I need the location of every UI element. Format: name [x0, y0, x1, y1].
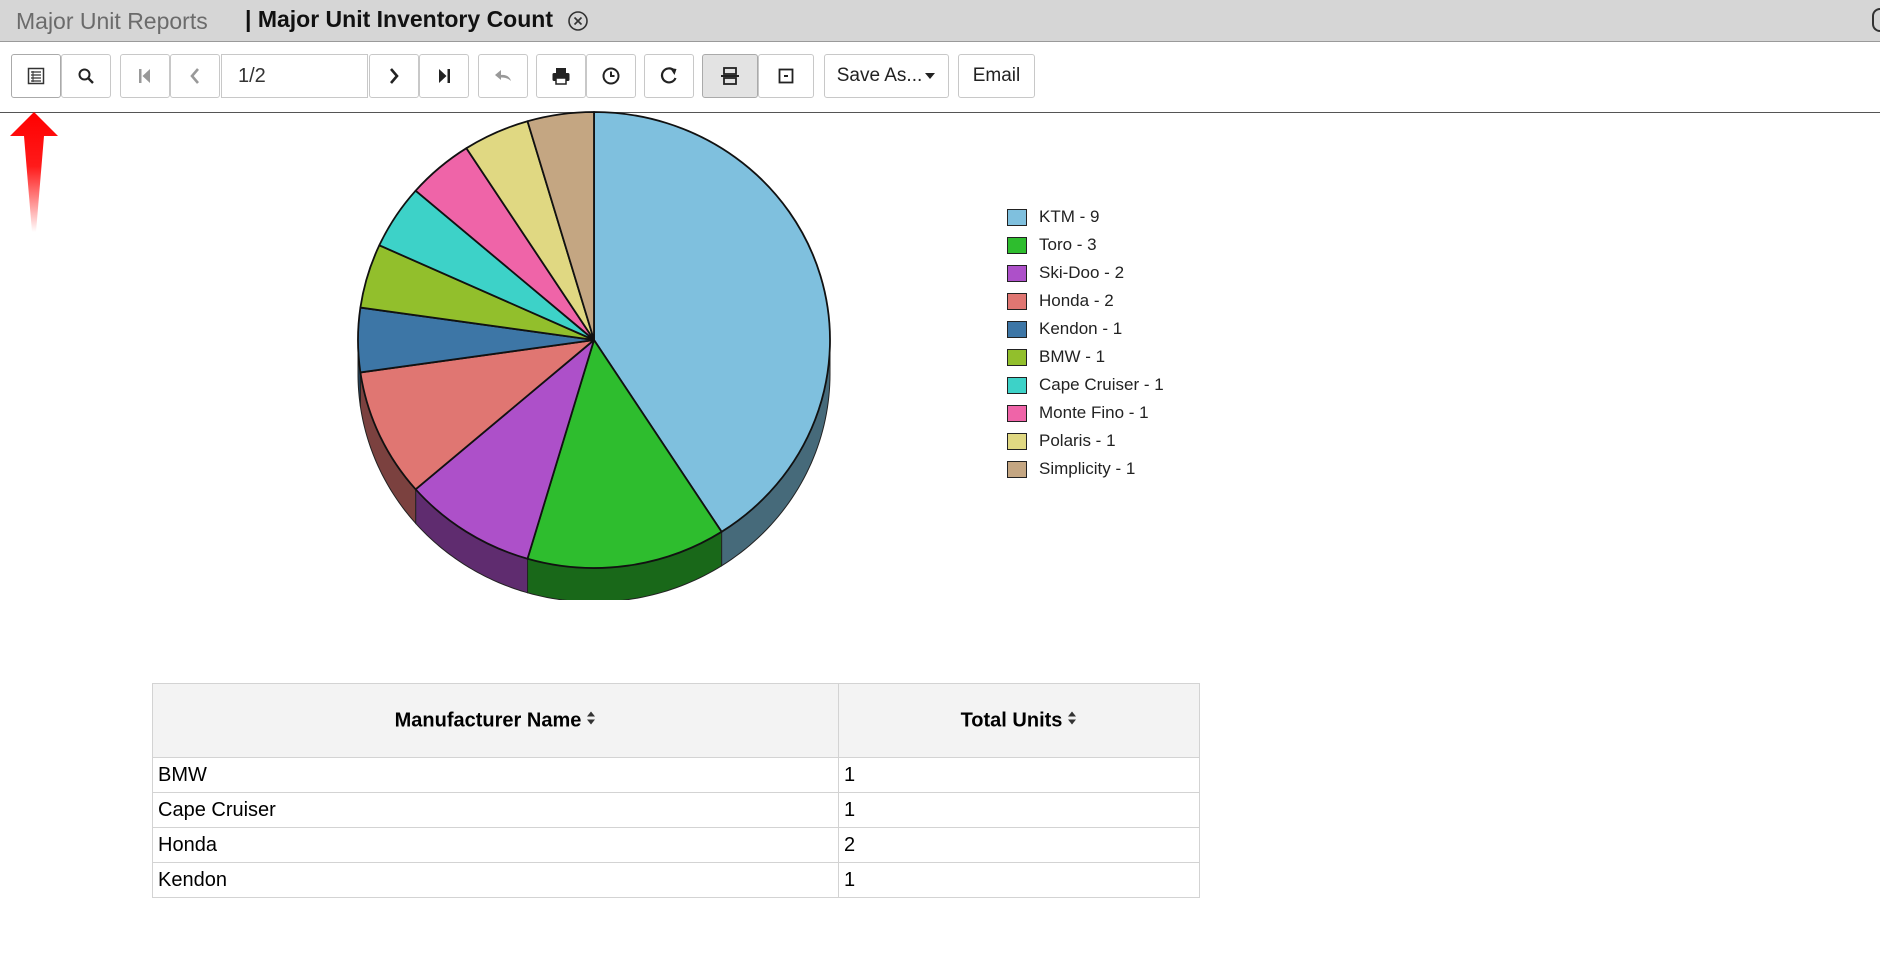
email-label: Email — [972, 65, 1021, 86]
single-page-icon — [777, 67, 795, 85]
next-page-icon — [387, 67, 401, 85]
legend-swatch — [1007, 320, 1027, 338]
first-page-button[interactable] — [120, 54, 170, 98]
legend-swatch — [1007, 348, 1027, 366]
undo-icon — [493, 67, 513, 85]
legend-item[interactable]: Monte Fino - 1 — [1007, 399, 1164, 427]
tab-major-unit-inventory-count[interactable]: | Major Unit Inventory Count — [245, 6, 553, 32]
legend-swatch — [1007, 236, 1027, 254]
legend-item[interactable]: Kendon - 1 — [1007, 315, 1164, 343]
tab-major-unit-reports[interactable]: Major Unit Reports — [16, 8, 208, 34]
partial-tab-edge — [1872, 8, 1880, 32]
red-pointer-arrow — [8, 110, 60, 234]
table-row: Cape Cruiser 1 — [152, 792, 1200, 828]
legend-item[interactable]: Ski-Doo - 2 — [1007, 259, 1164, 287]
legend-label: Ski-Doo - 2 — [1039, 263, 1125, 282]
save-as-label: Save As... — [836, 65, 923, 86]
legend-swatch — [1007, 432, 1027, 450]
legend-label: Toro - 3 — [1039, 235, 1097, 254]
last-page-button[interactable] — [419, 54, 469, 98]
legend-label: Simplicity - 1 — [1039, 459, 1136, 478]
legend-item[interactable]: Honda - 2 — [1007, 287, 1164, 315]
legend-label: Monte Fino - 1 — [1039, 403, 1149, 422]
legend-item[interactable]: BMW - 1 — [1007, 343, 1164, 371]
table-row: BMW 1 — [152, 757, 1200, 793]
legend-label: Cape Cruiser - 1 — [1039, 375, 1164, 394]
column-header-manufacturer[interactable]: Manufacturer Name — [152, 683, 839, 758]
sort-icon[interactable] — [1067, 709, 1077, 733]
table-row: Kendon 1 — [152, 862, 1200, 898]
pie-slice-toro[interactable] — [526, 339, 723, 569]
column-header-label: Manufacturer Name — [394, 708, 582, 731]
next-page-button[interactable] — [369, 54, 419, 98]
email-button[interactable]: Email — [958, 54, 1035, 98]
legend-swatch — [1007, 376, 1027, 394]
legend-swatch — [1007, 460, 1027, 478]
total-units-cell: 1 — [838, 757, 1200, 793]
manufacturer-cell: Honda — [152, 827, 839, 863]
split-view-button[interactable] — [702, 54, 758, 98]
history-icon — [601, 66, 621, 86]
search-button[interactable] — [61, 54, 111, 98]
legend-label: Polaris - 1 — [1039, 431, 1116, 450]
table-row: Honda 2 — [152, 827, 1200, 863]
manufacturer-cell: Cape Cruiser — [152, 792, 839, 828]
legend-item[interactable]: Cape Cruiser - 1 — [1007, 371, 1164, 399]
total-units-cell: 1 — [838, 862, 1200, 898]
inventory-table: Manufacturer Name Total Units BMW 1 Cape… — [152, 683, 1200, 898]
single-page-button[interactable] — [758, 54, 814, 98]
pie-chart-svg — [357, 111, 831, 603]
pie-slice-ktm[interactable] — [593, 111, 831, 533]
caret-down-icon — [924, 72, 936, 80]
legend-swatch — [1007, 264, 1027, 282]
print-icon — [551, 66, 571, 86]
table-of-contents-button[interactable] — [11, 54, 61, 98]
tab-bar: Major Unit Reports | Major Unit Inventor… — [0, 0, 1880, 42]
close-tab-icon[interactable] — [567, 10, 589, 32]
previous-page-button[interactable] — [170, 54, 220, 98]
column-header-total-units[interactable]: Total Units — [838, 683, 1200, 758]
search-icon — [77, 67, 95, 85]
total-units-cell: 2 — [838, 827, 1200, 863]
refresh-icon — [659, 66, 679, 86]
manufacturer-cell: Kendon — [152, 862, 839, 898]
pie-slice-simplicity[interactable] — [526, 111, 595, 341]
legend-item[interactable]: Simplicity - 1 — [1007, 455, 1164, 483]
legend-swatch — [1007, 292, 1027, 310]
legend-swatch — [1007, 404, 1027, 422]
save-as-dropdown[interactable]: Save As... — [824, 54, 949, 98]
legend-item[interactable]: KTM - 9 — [1007, 203, 1164, 231]
table-header-row: Manufacturer Name Total Units — [152, 683, 1200, 758]
inventory-pie-chart — [330, 110, 870, 603]
last-page-icon — [436, 67, 452, 85]
report-toolbar: 1/2 Save — [0, 43, 1880, 113]
print-button[interactable] — [536, 54, 586, 98]
legend-item[interactable]: Toro - 3 — [1007, 231, 1164, 259]
split-view-icon — [720, 66, 740, 86]
page-number-input[interactable]: 1/2 — [221, 54, 368, 98]
refresh-button[interactable] — [644, 54, 694, 98]
legend-item[interactable]: Polaris - 1 — [1007, 427, 1164, 455]
total-units-cell: 1 — [838, 792, 1200, 828]
first-page-icon — [137, 67, 153, 85]
legend-label: Kendon - 1 — [1039, 319, 1123, 338]
legend-swatch — [1007, 208, 1027, 226]
pie-slice-honda[interactable] — [359, 339, 595, 491]
undo-button[interactable] — [478, 54, 528, 98]
previous-page-icon — [188, 67, 202, 85]
legend-label: KTM - 9 — [1039, 207, 1100, 226]
chart-legend: KTM - 9 Toro - 3 Ski-Doo - 2 Honda - 2 Kendo… — [1007, 203, 1164, 483]
pie-slice-ski-doo[interactable] — [414, 339, 595, 560]
legend-label: Honda - 2 — [1039, 291, 1114, 310]
manufacturer-cell: BMW — [152, 757, 839, 793]
column-header-label: Total Units — [960, 708, 1063, 731]
legend-label: BMW - 1 — [1039, 347, 1106, 366]
history-button[interactable] — [586, 54, 636, 98]
table-of-contents-icon — [27, 67, 45, 85]
sort-icon[interactable] — [586, 709, 596, 733]
